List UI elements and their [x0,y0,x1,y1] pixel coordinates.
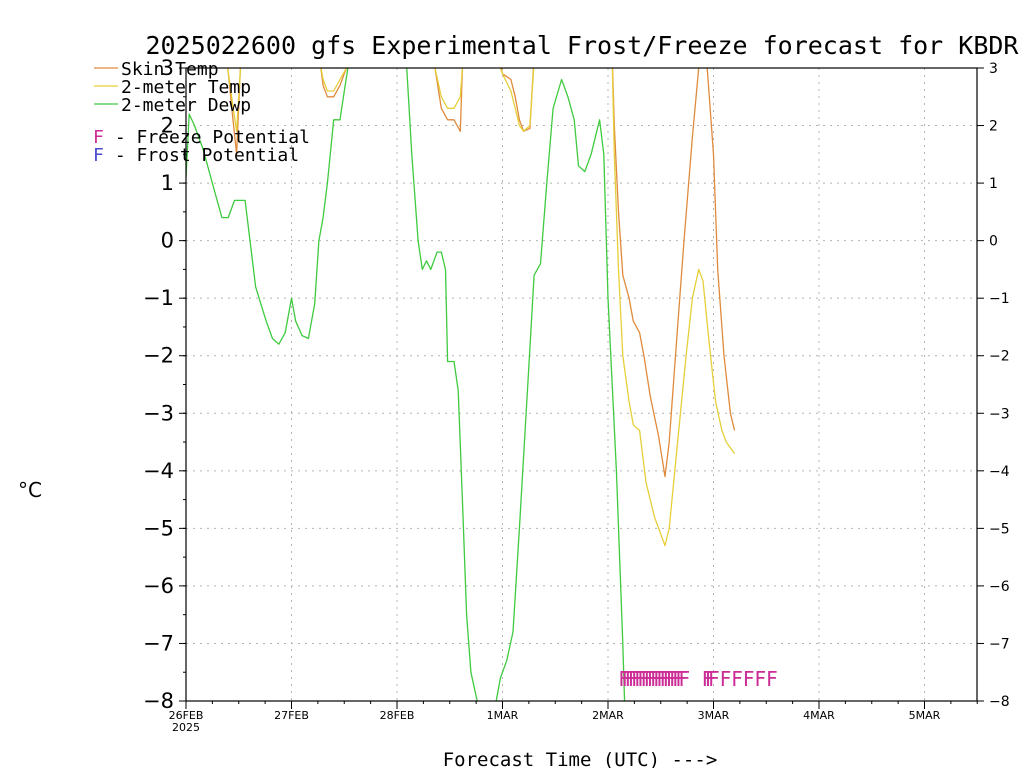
y-tick-label-left: 1 [161,171,174,195]
freeze-marker: F [708,667,720,691]
y-tick-label-right: 2 [989,119,998,135]
x-tick-sublabel: 2025 [172,721,200,734]
legend-frost-f: F [93,145,104,166]
freeze-marker: F [731,667,743,691]
y-tick-label-left: 2 [161,114,174,138]
y-axis-right: −8 −7 −6 −5 −4 −3 −2 −1 0 1 2 3 [977,61,1010,710]
y-tick-label-left: −3 [143,401,174,425]
freeze-marker: F [669,667,681,691]
freeze-marker: F [625,667,637,691]
legend: Skin Temp 2-meter Temp 2-meter Dewp F - … [93,59,310,166]
x-tick-label: 26FEB [169,709,204,722]
y-tick-label-right: −1 [989,291,1010,307]
y-tick-label-left: −4 [143,459,174,483]
y-tick-label-right: −3 [989,406,1010,422]
freeze-marker: F [631,667,643,691]
y-tick-label-right: −4 [989,464,1010,480]
freeze-marker: F [705,667,717,691]
y-tick-label-left: −7 [143,631,174,655]
x-tick-label: 28FEB [380,709,415,722]
x-axis-label: Forecast Time (UTC) ---> [443,749,718,768]
freeze-marker: F [634,667,646,691]
freeze-marker: F [702,667,714,691]
legend-label-2m-dewp: 2-meter Dewp [121,95,251,116]
x-tick-label: 2MAR [592,709,624,722]
freeze-marker: F [647,667,659,691]
legend-label-skin-temp: Skin Temp [121,59,219,80]
y-tick-label-left: 3 [161,56,174,80]
plot-frame [185,67,978,702]
freeze-marker: F [619,667,631,691]
y-tick-label-left: −8 [143,689,174,713]
freeze-marker: F [663,667,675,691]
freeze-marker: F [743,667,755,691]
series-line-2-meter-dewp [186,68,626,701]
y-tick-label-right: −8 [989,694,1010,710]
y-axis-left: −8 −7 −6 −5 −4 −3 −2 −1 0 1 2 3 [143,56,186,713]
x-tick-label: 5MAR [909,709,941,722]
y-tick-label-right: 3 [989,61,998,77]
freeze-marker: F [644,667,656,691]
y-tick-label-left: −5 [143,516,174,540]
series-group [186,68,736,701]
freeze-marker: F [660,667,672,691]
freeze-marker: F [666,667,678,691]
plot-border [185,67,978,702]
y-tick-label-right: 0 [989,234,998,250]
legend-freeze-text: - Freeze Potential [104,127,310,148]
freeze-marker: F [628,667,640,691]
series-line-2-meter-temp [186,68,736,547]
freeze-marker: F [766,667,778,691]
y-tick-label-right: −5 [989,521,1010,537]
freeze-marker: F [672,667,684,691]
freeze-marker: F [622,667,634,691]
chart-title: 2025022600 gfs Experimental Frost/Freeze… [146,31,1020,60]
y-tick-label-right: −6 [989,579,1010,595]
y-tick-label-right: −7 [989,636,1010,652]
legend-frost-text: - Frost Potential [104,145,299,166]
freeze-marker: F [653,667,665,691]
y-axis-label: °C [18,478,42,502]
y-tick-label-left: −6 [143,574,174,598]
grid-lines [186,68,977,701]
freeze-marker: F [638,667,650,691]
freeze-marker: F [641,667,653,691]
y-tick-label-left: −1 [143,286,174,310]
x-tick-label: 4MAR [803,709,835,722]
freeze-marker: F [755,667,767,691]
series-line-skin-temp [186,68,736,478]
y-tick-label-left: −2 [143,344,174,368]
y-tick-label-right: −2 [989,349,1010,365]
x-tick-label: 3MAR [698,709,730,722]
freeze-marker: F [650,667,662,691]
x-tick-label: 1MAR [487,709,519,722]
legend-freeze-f: F [93,127,104,148]
x-tick-label: 27FEB [274,709,309,722]
freeze-marker: F [676,667,688,691]
freeze-marker: F [720,667,732,691]
legend-label-2m-temp: 2-meter Temp [121,77,251,98]
y-tick-label-right: 1 [989,176,998,192]
freeze-marker: F [657,667,669,691]
freeze-marker: F [679,667,691,691]
y-tick-label-left: 0 [161,229,174,253]
